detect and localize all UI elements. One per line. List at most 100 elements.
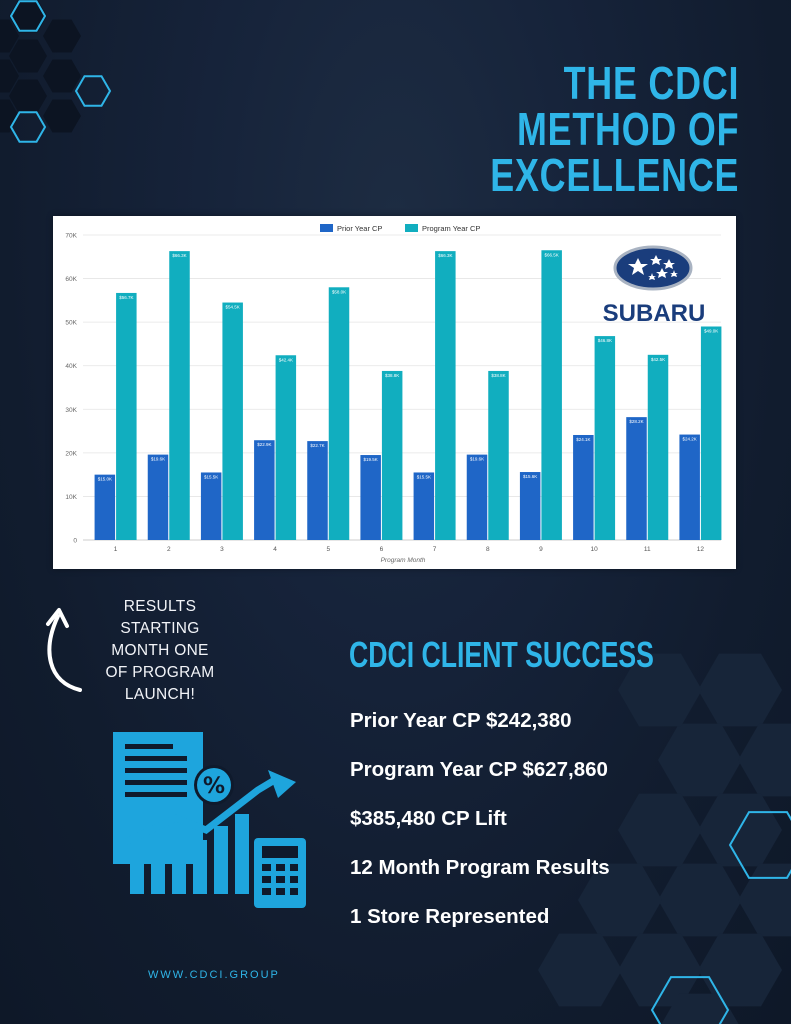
bar-prior-year [94,474,116,540]
hexagon-shape [43,99,81,133]
y-tick-label: 60K [65,276,77,283]
bar-program-year [222,302,243,540]
results-note-line-5: LAUNCH! [124,686,196,703]
legend-label: Program Year CP [422,224,480,233]
x-axis-ticks: 1 2 3 4 5 6 7 8 9 10 11 12 [114,546,705,553]
bar-value-label: $15.5K [204,474,218,479]
hexagon-shape [618,793,702,867]
bar-value-label: $42.4K [279,357,293,362]
bar-value-label: $28.2K [629,419,643,424]
hexagon-shape [0,99,19,133]
bar-program-year [116,292,137,540]
hexagon-shape [658,863,742,937]
stat-prior-year: Prior Year CP $242,380 [350,709,572,732]
x-tick-label: 11 [644,546,651,553]
bar-value-label: $58.0K [332,289,346,294]
x-tick-label: 9 [539,546,543,553]
bar-chart-card: 0 10K 20K 30K 40K 50K 60K 70K $15.0K $56.7K $19.6… [53,216,736,569]
x-tick-label: 4 [273,546,277,553]
bar-program-year [488,370,509,540]
subaru-logo-text: SUBARU [603,300,706,327]
hexagon-shape [9,39,47,73]
bar-prior-year [413,472,435,540]
hexagon-shape [0,19,19,53]
stat-cp-lift: $385,480 CP Lift [350,807,507,830]
hexagon-shape [538,933,622,1007]
website-link[interactable]: WWW.CDCI.GROUP [148,969,280,981]
hexagon-shape [661,993,739,1024]
success-stats: Prior Year CP $242,380 Program Year CP $… [350,708,610,953]
hexagon-shape [618,933,702,1007]
bar-value-label: $54.5K [226,305,240,310]
bar-program-year [700,326,722,540]
y-tick-label: 50K [65,320,77,327]
stat-program-length: 12 Month Program Results [350,856,610,879]
bar-prior-year [360,455,381,540]
hexagon-shape [43,19,81,53]
x-tick-label: 12 [697,546,705,553]
headline-line-3: EXCELLENCE [489,149,739,201]
bar-prior-year [519,472,541,540]
arrow-curve-icon [46,608,82,692]
bar-value-label: $38.8K [385,373,399,378]
bar-program-year [435,251,456,540]
hexagon-shape [698,793,782,867]
hexagon-shape [0,59,19,93]
hexagon-shape [658,723,742,797]
bar-value-label: $49.0K [704,329,718,334]
hexagon-outline [9,111,47,143]
bar-value-label: $15.6K [523,474,537,479]
hexagon-shape [618,653,702,727]
x-tick-label: 1 [114,546,118,553]
hexagon-shape [9,0,47,33]
results-note-line-1: RESULTS [123,598,197,615]
hexagon-shape [738,863,791,937]
chart-bars [94,250,722,540]
y-tick-label: 0 [73,538,77,545]
results-note-line-4: OF PROGRAM [105,664,215,681]
bar-value-label: $38.8K [491,373,505,378]
bar-value-label: $15.0K [98,477,112,482]
bar-value-label: $15.5K [417,474,431,479]
bar-prior-year [307,441,328,540]
bar-value-label: $24.1K [576,437,590,442]
hexagon-outline [728,811,791,879]
bar-value-label: $24.2K [683,437,697,442]
stat-stores: 1 Store Represented [350,905,550,928]
legend-label: Prior Year CP [337,224,382,233]
bar-value-label: $22.7K [310,443,324,448]
bar-program-year [328,287,350,540]
bar-value-label: $66.3K [438,253,452,258]
x-axis-label: Program Month [381,557,426,564]
x-tick-label: 7 [433,546,437,553]
bar-program-year [275,355,297,540]
x-tick-label: 2 [167,546,171,553]
hexagon-shape [9,79,47,113]
hexagon-outline [74,75,112,107]
bar-prior-year [573,434,594,540]
x-tick-label: 3 [220,546,224,553]
svg-text:%: % [203,774,225,799]
results-note: RESULTS STARTING MONTH ONE OF PROGRAM LA… [90,596,230,706]
y-tick-label: 40K [65,363,77,370]
hexagon-outline [650,976,730,1024]
hexagon-outline [9,0,47,32]
bar-value-label: $19.6K [470,457,484,462]
bar-value-label: $66.3K [172,253,186,258]
bar-chart: 0 10K 20K 30K 40K 50K 60K 70K $15.0K $56.7K $19.6… [65,224,722,564]
legend-swatch [320,224,333,232]
stat-program-year: Program Year CP $627,860 [350,758,608,781]
bar-prior-year [254,440,275,540]
hexagon-shape [698,933,782,1007]
y-tick-label: 30K [65,407,77,414]
bar-prior-year [466,454,488,540]
subaru-logo: SUBARU [603,245,706,327]
bar-value-label: $46.8K [598,338,612,343]
finance-growth-icon: % [113,732,306,908]
x-tick-label: 10 [590,546,598,553]
bar-program-year [647,354,669,540]
headline: THE CDCI METHOD OF EXCELLENCE [490,60,739,198]
chart-legend: Prior Year CP Program Year CP [320,224,480,233]
bar-value-label: $19.6K [151,457,165,462]
